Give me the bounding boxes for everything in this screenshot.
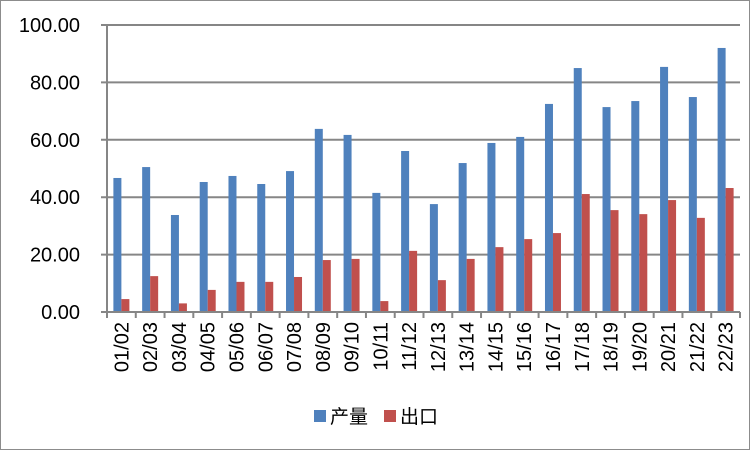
legend-label-production: 产量 xyxy=(329,406,368,428)
bar-export xyxy=(725,188,734,312)
bar-export xyxy=(409,250,418,312)
legend-item-production: 产量 xyxy=(313,402,368,429)
x-tick-label: 20/21 xyxy=(658,322,680,372)
bar-export xyxy=(351,258,360,312)
x-tick-label: 07/08 xyxy=(284,322,306,372)
chart-legend: 产量 出口 xyxy=(0,402,752,429)
bar-export xyxy=(639,214,648,312)
x-tick-label: 15/16 xyxy=(514,322,536,372)
bar-export xyxy=(178,303,187,312)
bar-chart: 0.00 20.00 40.00 60.00 80.00 100.00 01/02 02/03… xyxy=(19,15,741,372)
bar-production xyxy=(401,150,410,312)
bar-export xyxy=(668,200,677,312)
x-tick-label: 21/22 xyxy=(687,322,709,372)
bar-export xyxy=(495,247,504,312)
bar-export xyxy=(236,281,245,312)
x-tick-label: 01/02 xyxy=(111,322,133,372)
x-tick-label: 12/13 xyxy=(428,322,450,372)
bar-export xyxy=(524,239,533,312)
bar-export xyxy=(610,210,619,312)
bar-production xyxy=(573,68,582,312)
legend-swatch-production xyxy=(313,409,326,422)
bar-production xyxy=(544,103,553,312)
x-tick-label: 02/03 xyxy=(140,322,162,372)
bar-production xyxy=(631,101,640,313)
bar-export xyxy=(150,276,159,312)
y-tick-label: 80.00 xyxy=(30,72,80,94)
bar-production xyxy=(113,177,122,312)
bar-production xyxy=(516,136,525,312)
bar-production xyxy=(286,171,295,312)
y-tick-label: 40.00 xyxy=(30,187,80,209)
bar-export xyxy=(466,258,475,312)
bar-export xyxy=(380,301,389,312)
bar-production xyxy=(717,47,726,313)
bar-production xyxy=(458,163,467,312)
bar-production xyxy=(660,66,669,312)
x-tick-label: 09/10 xyxy=(342,322,364,372)
x-tick-label: 17/18 xyxy=(572,322,594,372)
bar-export xyxy=(322,260,331,312)
x-tick-label: 14/15 xyxy=(485,322,507,372)
x-tick-label: 16/17 xyxy=(543,322,565,372)
x-tick-label: 18/19 xyxy=(601,322,623,372)
bar-export xyxy=(294,276,303,312)
legend-label-export: 出口 xyxy=(400,406,439,428)
bar-export xyxy=(437,280,446,312)
bar-production xyxy=(688,97,697,312)
legend-swatch-export xyxy=(384,409,397,422)
bar-production xyxy=(602,107,611,312)
bar-export xyxy=(581,194,590,312)
bar-production xyxy=(199,181,208,312)
bar-export xyxy=(207,289,216,312)
x-tick-label: 19/20 xyxy=(629,322,651,372)
x-tick-label: 03/04 xyxy=(169,322,191,372)
y-tick-label: 0.00 xyxy=(41,302,80,324)
x-tick-label: 10/11 xyxy=(370,322,392,371)
bar-production xyxy=(343,134,352,312)
y-tick-label: 60.00 xyxy=(30,130,80,152)
y-tick-label: 20.00 xyxy=(30,245,80,267)
y-tick-label: 100.00 xyxy=(19,15,80,37)
bar-production xyxy=(372,192,381,312)
x-tick-label: 13/14 xyxy=(457,322,479,372)
bar-production xyxy=(314,128,323,312)
bar-export xyxy=(696,217,705,312)
bar-production xyxy=(142,167,151,312)
bar-production xyxy=(429,204,438,312)
bar-production xyxy=(257,183,266,312)
x-tick-label: 04/05 xyxy=(198,322,220,372)
bar-export xyxy=(121,299,130,312)
x-tick-label: 11/12 xyxy=(399,322,421,371)
x-tick-label: 22/23 xyxy=(716,322,738,372)
bar-production xyxy=(487,142,496,312)
bar-export xyxy=(265,281,274,312)
legend-item-export: 出口 xyxy=(384,402,438,429)
x-tick-label: 06/07 xyxy=(255,322,277,372)
bar-production xyxy=(170,214,179,312)
bar-production xyxy=(228,175,237,312)
x-tick-label: 05/06 xyxy=(226,322,248,372)
x-tick-label: 08/09 xyxy=(313,322,335,372)
bar-export xyxy=(552,233,561,312)
